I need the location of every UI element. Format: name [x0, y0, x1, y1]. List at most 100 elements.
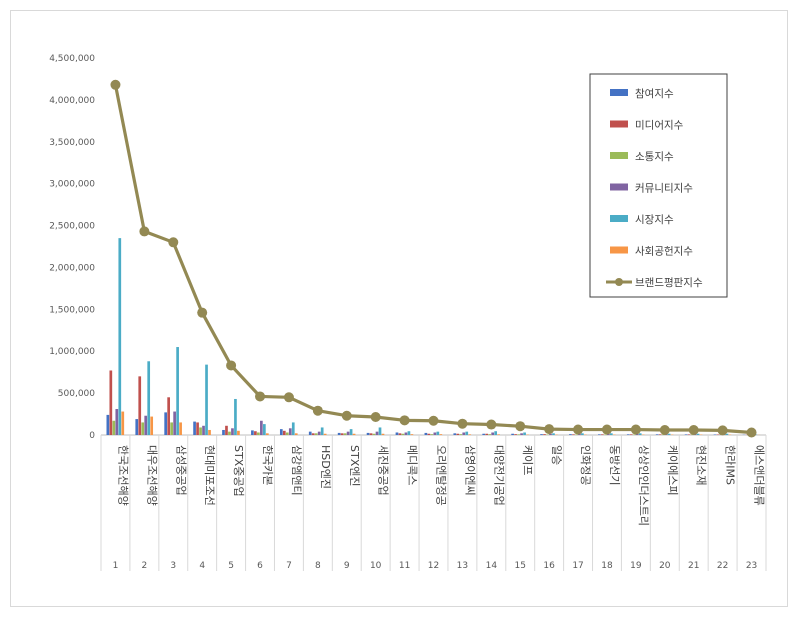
bar: [308, 431, 312, 435]
y-tick-label: 1,500,000: [49, 305, 95, 315]
bar: [609, 433, 613, 435]
brand-index-point: [688, 424, 699, 435]
bar: [482, 433, 486, 435]
bar: [581, 433, 584, 435]
x-index-label: 8: [315, 561, 321, 571]
x-category-label: 삼영이엔씨: [463, 445, 476, 496]
brand-index-point: [283, 392, 294, 403]
bar: [109, 370, 113, 435]
line-series: [110, 79, 757, 438]
bar: [684, 434, 688, 435]
brand-index-point: [601, 424, 612, 435]
x-index-label: 17: [572, 561, 583, 571]
x-category-label: 한라IMS: [724, 445, 737, 485]
x-index-label: 3: [170, 561, 176, 571]
legend-label: 시장지수: [635, 214, 674, 226]
x-category-label: 세진중공업: [377, 445, 390, 496]
bar: [638, 433, 642, 435]
bar: [112, 420, 116, 435]
y-tick-label: 0: [89, 431, 95, 441]
x-category-label: 현대미포조선: [203, 445, 216, 506]
bar: [375, 431, 379, 435]
x-category-label: STX엔진: [348, 445, 361, 486]
bar: [317, 431, 321, 435]
brand-index-point: [573, 424, 584, 435]
x-category-label: HSD엔진: [319, 445, 332, 489]
bar: [433, 432, 437, 435]
x-index-label: 12: [428, 561, 439, 571]
legend-label: 사회공헌지수: [635, 246, 693, 258]
bar: [320, 427, 324, 435]
bar: [138, 376, 142, 435]
bar: [164, 412, 168, 435]
bar: [606, 433, 610, 435]
x-index-label: 4: [199, 561, 205, 571]
bar: [346, 431, 350, 435]
bar: [282, 430, 286, 435]
chart-svg: 0 500,000 1,000,000 1,500,000 2,000,000 2,500…: [49, 54, 767, 571]
x-index-label: 21: [688, 561, 699, 571]
bar: [696, 433, 700, 435]
bar: [231, 428, 234, 435]
x-index-label: 14: [486, 561, 498, 571]
bar: [569, 434, 572, 435]
x-index-label: 13: [457, 561, 468, 571]
bar: [436, 431, 440, 435]
brand-index-point: [255, 391, 266, 402]
bar: [196, 422, 199, 435]
x-category-label: 상상인인더스트리: [637, 445, 650, 526]
legend-swatch: [610, 89, 628, 96]
bar: [572, 434, 575, 435]
bar: [635, 433, 639, 435]
x-index-label: 22: [717, 561, 728, 571]
x-index-label: 6: [257, 561, 263, 571]
brand-index-point: [515, 421, 526, 432]
brand-index-point: [312, 405, 323, 416]
bar: [395, 432, 399, 435]
x-category-label: 동방선기: [608, 445, 621, 485]
x-category-label: 삼성중공업: [174, 445, 187, 496]
bar: [626, 434, 630, 435]
bar: [369, 433, 373, 435]
brand-index-point: [746, 427, 757, 438]
bar: [424, 432, 428, 435]
x-labels: 한국조선해양 1 대우조선해양 2 삼성중공업 3 현대미포조선 4 STX중공업 5 한국카본 6 삼…: [113, 445, 766, 571]
bar: [150, 416, 154, 435]
bar: [106, 414, 110, 435]
x-index-label: 5: [228, 561, 234, 571]
y-tick-label: 3,500,000: [49, 138, 95, 148]
y-tick-label: 3,000,000: [49, 180, 95, 190]
bar: [366, 432, 370, 435]
brand-index-point: [659, 424, 670, 435]
legend-swatch: [610, 120, 628, 128]
bar: [517, 434, 520, 435]
y-tick-label: 1,000,000: [49, 347, 95, 357]
x-index-label: 7: [286, 561, 292, 571]
bar: [601, 434, 604, 435]
legend-label: 브랜드평판지수: [635, 277, 703, 289]
bar: [439, 434, 443, 435]
bar: [285, 432, 289, 435]
bar: [265, 433, 269, 435]
bar: [121, 411, 125, 435]
bar: [115, 409, 119, 435]
x-category-label: 대우조선해양: [145, 445, 159, 506]
bar: [629, 434, 633, 435]
bar: [234, 398, 237, 435]
bar: [598, 434, 601, 435]
x-index-label: 2: [142, 561, 148, 571]
bar: [687, 434, 691, 435]
chart-frame: 0 500,000 1,000,000 1,500,000 2,000,000 2,500…: [10, 10, 788, 607]
bar: [603, 434, 607, 435]
bar: [488, 434, 492, 435]
bar: [378, 427, 382, 435]
brand-index-point: [110, 79, 121, 90]
bar: [323, 433, 327, 435]
x-index-label: 16: [543, 561, 555, 571]
bar: [349, 429, 353, 435]
x-category-label: 삼강엠앤티: [290, 445, 303, 496]
bar: [251, 430, 254, 435]
x-index-label: 1: [113, 561, 119, 571]
legend-label: 참여지수: [635, 88, 674, 100]
bar: [514, 434, 517, 435]
